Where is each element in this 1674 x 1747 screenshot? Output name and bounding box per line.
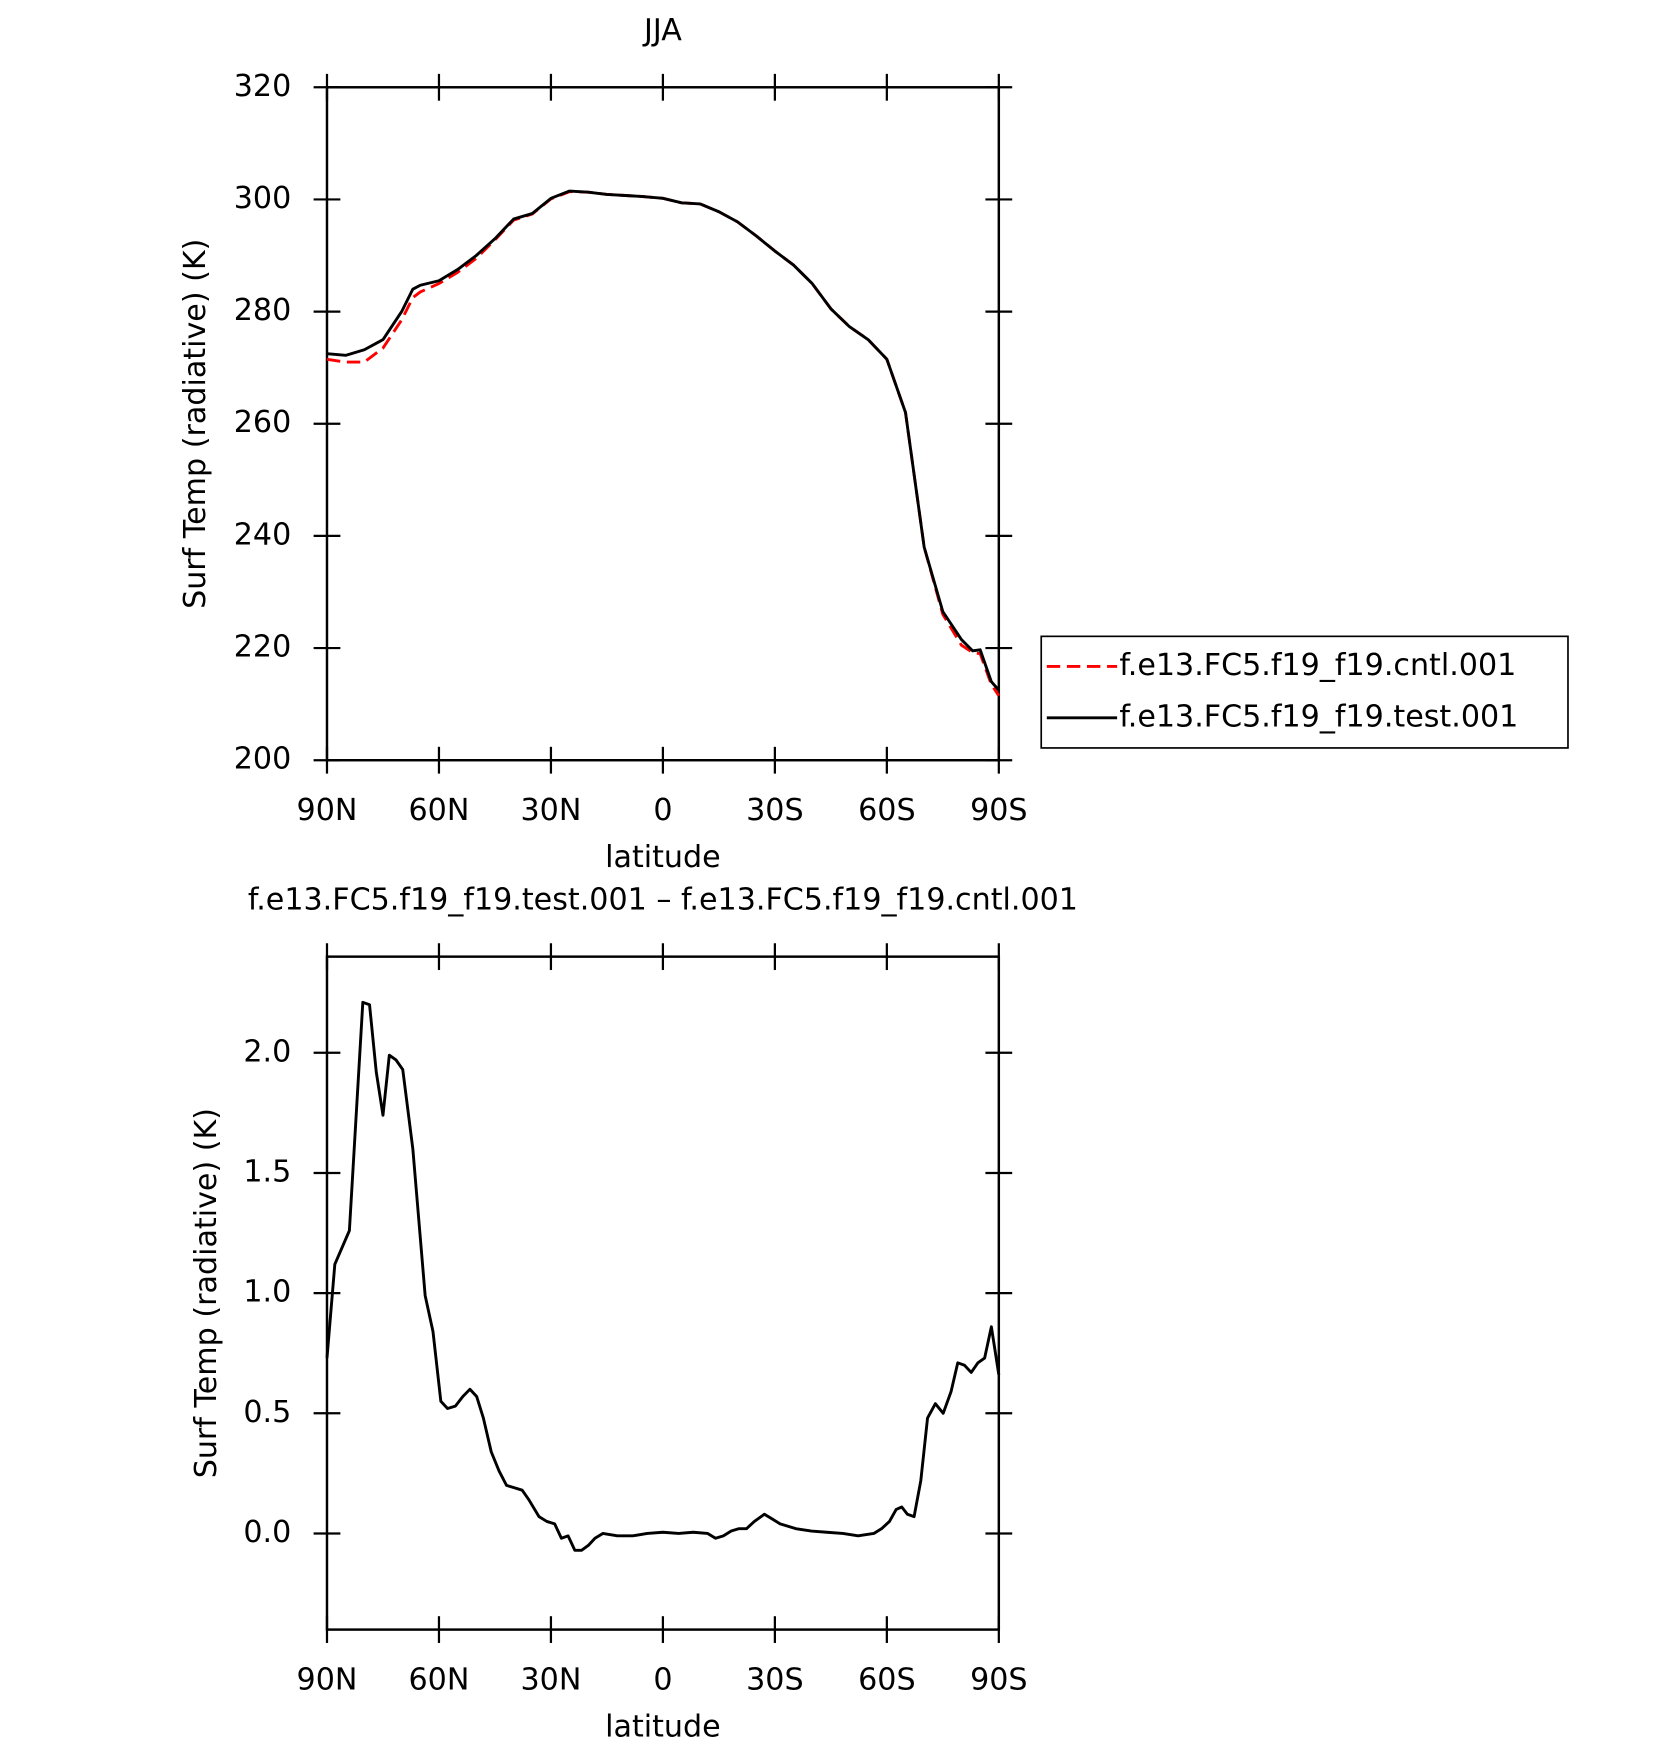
y-tick-label: 300	[234, 181, 292, 216]
x-axis-label: latitude	[605, 1709, 721, 1744]
y-tick-label: 0.5	[243, 1395, 291, 1430]
x-tick-label: 90S	[970, 793, 1027, 828]
y-tick-label: 0.0	[243, 1515, 291, 1550]
y-tick-label: 260	[234, 405, 292, 440]
y-tick-label: 220	[234, 630, 292, 665]
x-tick-label: 30N	[520, 793, 581, 828]
series-line	[326, 189, 1000, 692]
x-tick-label: 90N	[297, 1662, 358, 1697]
x-tick-label: 30N	[520, 1662, 581, 1697]
chart-title: JJA	[642, 13, 682, 48]
y-tick-label: 240	[234, 517, 292, 552]
x-tick-label: 60N	[409, 1662, 470, 1697]
x-axis-label: latitude	[605, 840, 721, 875]
x-tick-label: 90N	[297, 793, 358, 828]
y-tick-label: 2.0	[243, 1034, 291, 1069]
legend-label: f.e13.FC5.f19_f19.test.001	[1119, 699, 1518, 734]
x-tick-label: 30S	[746, 793, 803, 828]
chart-title: f.e13.FC5.f19_f19.test.001 – f.e13.FC5.f…	[248, 882, 1078, 917]
y-tick-label: 1.5	[243, 1154, 291, 1189]
legend-box	[1040, 635, 1569, 749]
x-tick-label: 60S	[858, 793, 915, 828]
x-tick-label: 60S	[858, 1662, 915, 1697]
y-tick-label: 280	[234, 293, 292, 328]
y-axis-label: Surf Temp (radiative) (K)	[178, 239, 213, 609]
legend-label: f.e13.FC5.f19_f19.cntl.001	[1119, 648, 1516, 683]
x-tick-label: 60N	[409, 793, 470, 828]
series-line	[325, 1000, 1001, 1552]
plot-frame	[325, 86, 1001, 762]
x-tick-label: 90S	[970, 1662, 1027, 1697]
x-tick-label: 0	[653, 793, 672, 828]
x-tick-label: 0	[653, 1662, 672, 1697]
x-tick-label: 30S	[746, 1662, 803, 1697]
y-axis-label: Surf Temp (radiative) (K)	[189, 1108, 224, 1478]
series-line	[326, 190, 1001, 697]
plot-frame	[325, 955, 1001, 1631]
y-tick-label: 320	[234, 69, 292, 104]
y-tick-label: 1.0	[243, 1275, 291, 1310]
y-tick-label: 200	[234, 742, 292, 777]
